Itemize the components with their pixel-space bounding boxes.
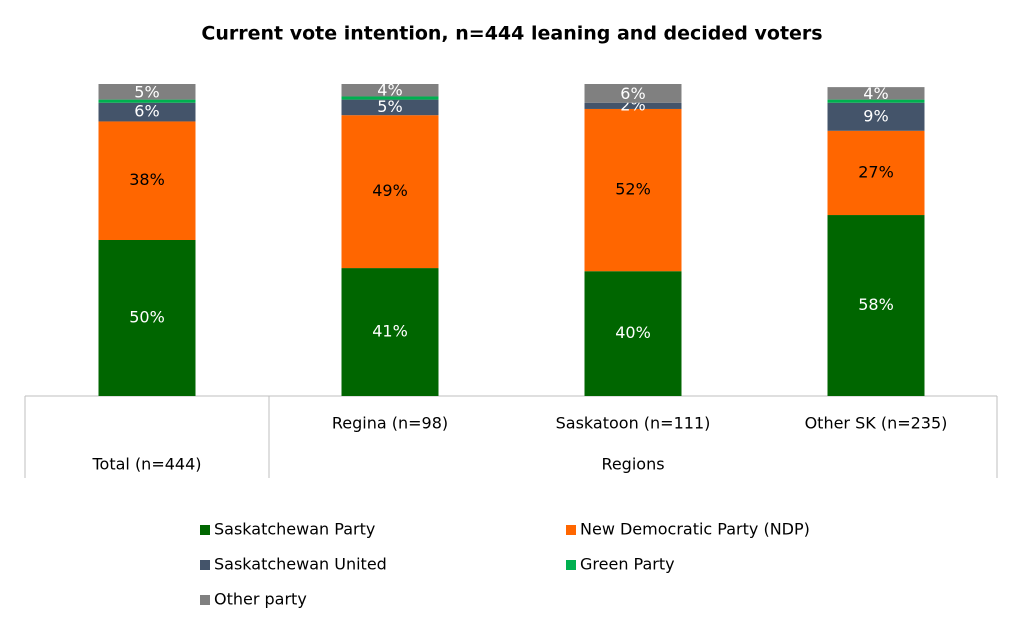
bar-segment	[341, 115, 439, 269]
bar-segment	[827, 87, 925, 100]
data-label: 9%	[863, 106, 888, 125]
legend-label: Saskatchewan United	[214, 555, 387, 574]
bar-segment	[827, 215, 925, 396]
bar-segment	[98, 99, 196, 103]
data-label: 27%	[858, 162, 894, 181]
bar-segment	[98, 121, 196, 240]
legend-label: Green Party	[580, 555, 675, 574]
data-label: 41%	[372, 322, 408, 341]
legend-label: Other party	[214, 590, 307, 609]
bar-segment	[98, 240, 196, 396]
data-label: 5%	[377, 97, 402, 116]
bar-segment	[341, 268, 439, 396]
bar-segment	[827, 99, 925, 103]
bar-segment	[341, 96, 439, 100]
data-label: 6%	[134, 102, 159, 121]
data-label: 4%	[863, 84, 888, 103]
bar-segment	[98, 84, 196, 100]
chart-title: Current vote intention, n=444 leaning an…	[201, 23, 822, 45]
legend-label: Saskatchewan Party	[214, 520, 375, 539]
x-tick-label: Other SK (n=235)	[805, 414, 948, 433]
bar-segment	[341, 84, 439, 97]
legend-swatch	[566, 525, 576, 535]
x-tick-label: Total (n=444)	[91, 455, 201, 474]
bar-segment	[98, 102, 196, 122]
bar-segment	[827, 130, 925, 216]
data-label: 6%	[620, 84, 645, 103]
bar-segment	[584, 102, 682, 109]
legend-swatch	[566, 560, 576, 570]
bar-segment	[341, 99, 439, 116]
data-label: 38%	[129, 170, 165, 189]
category-group-label: Regions	[601, 455, 664, 474]
legend-swatch	[200, 560, 210, 570]
bar-segment	[584, 108, 682, 272]
bar-segment	[584, 84, 682, 103]
data-label: 4%	[377, 81, 402, 100]
legend-swatch	[200, 595, 210, 605]
x-tick-label: Regina (n=98)	[332, 414, 448, 433]
data-label: 49%	[372, 181, 408, 200]
bar-segment	[827, 102, 925, 131]
x-tick-label: Saskatoon (n=111)	[556, 414, 711, 433]
data-label: 58%	[858, 295, 894, 314]
bar-segment	[584, 271, 682, 396]
data-label: 50%	[129, 308, 165, 327]
data-label: 40%	[615, 323, 651, 342]
legend-swatch	[200, 525, 210, 535]
legend-label: New Democratic Party (NDP)	[580, 520, 810, 539]
data-label: 52%	[615, 180, 651, 199]
data-label: 5%	[134, 82, 159, 101]
